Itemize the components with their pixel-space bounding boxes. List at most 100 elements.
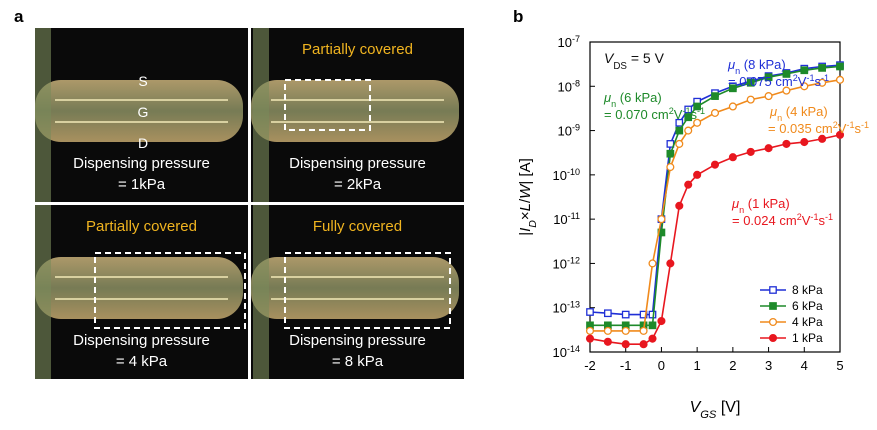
y-tick-label: 10-14 (553, 344, 580, 360)
marker (747, 96, 754, 103)
marker (649, 335, 656, 342)
image-caption: = 4 kPa (116, 353, 168, 370)
marker (783, 141, 790, 148)
text-segment: DS (613, 61, 627, 72)
marker (685, 127, 692, 134)
legend-label: 6 kPa (792, 299, 823, 313)
text-segment: [V] (716, 399, 740, 416)
x-tick-label: 3 (765, 358, 772, 373)
text-segment: V (838, 121, 847, 136)
image-caption: = 2kPa (334, 176, 382, 193)
rich-text: = 0.024 cm2V-1s-1 (732, 212, 833, 228)
marker (640, 341, 647, 348)
figure: aSGDDispensing pressure= 1kPaPartially c… (0, 0, 877, 425)
marker (747, 148, 754, 155)
text-segment: = 0.035 cm (768, 121, 833, 136)
tick-exponent: -10 (567, 167, 580, 177)
x-tick-label: 4 (801, 358, 808, 373)
y-tick-label: 10-12 (553, 255, 580, 271)
panel-label: a (14, 7, 24, 26)
text-segment: -1 (697, 106, 705, 116)
tick-base: 10 (558, 35, 572, 50)
text-segment: L (517, 203, 534, 211)
tick-base: 10 (553, 212, 567, 227)
marker (676, 202, 683, 209)
tick-exponent: -14 (567, 344, 580, 354)
text-segment: μ (603, 90, 611, 105)
text-segment: | [A] (517, 158, 534, 184)
x-tick-label: 5 (836, 358, 843, 373)
tick-base: 10 (558, 79, 572, 94)
text-segment: GS (700, 409, 717, 421)
tick-base: 10 (553, 301, 567, 316)
image-caption: Dispensing pressure (73, 155, 210, 172)
marker (622, 327, 629, 334)
marker (801, 139, 808, 146)
text-segment: (1 kPa) (744, 196, 790, 211)
y-tick-label: 10-9 (558, 123, 580, 139)
text-segment: = 5 V (627, 50, 665, 66)
marker (667, 164, 674, 171)
marker (649, 260, 656, 267)
image-heading: Fully covered (313, 218, 402, 235)
image-heading: Partially covered (302, 41, 413, 58)
micrograph: Partially covered Dispensing pressure = 2k… (251, 28, 464, 202)
y-tick-label: 10-13 (553, 300, 580, 316)
electrode-strip (251, 80, 459, 142)
y-tick-label: 10-10 (553, 167, 580, 183)
legend-marker (770, 335, 777, 342)
text-segment: μ (769, 104, 777, 119)
text-segment: -1 (821, 73, 829, 83)
electrode-label: G (138, 104, 149, 120)
marker (667, 260, 674, 267)
tick-exponent: -13 (567, 300, 580, 310)
tick-exponent: -12 (567, 255, 580, 265)
marker (765, 93, 772, 100)
image-caption: Dispensing pressure (73, 332, 210, 349)
marker (649, 311, 655, 317)
text-segment: = 0.070 cm (604, 107, 669, 122)
text-segment: -1 (806, 73, 814, 83)
marker (729, 154, 736, 161)
electrode-stem (253, 28, 269, 202)
tick-base: 10 (553, 256, 567, 271)
electrode-label: S (138, 73, 147, 89)
micrograph: Partially covered Dispensing pressure = 4 … (35, 205, 248, 379)
marker (676, 141, 683, 148)
tick-base: 10 (553, 345, 567, 360)
text-segment: -1 (825, 212, 833, 222)
marker (658, 216, 665, 223)
marker (765, 145, 772, 152)
marker (587, 335, 594, 342)
text-segment: (8 kPa) (740, 57, 786, 72)
legend-marker (770, 287, 776, 293)
text-segment: -1 (682, 106, 690, 116)
text-segment: μ (727, 57, 735, 72)
text-segment: = 0.024 cm (732, 213, 797, 228)
tick-exponent: -11 (568, 211, 580, 221)
image-heading: Partially covered (86, 218, 197, 235)
electrode-label: D (138, 135, 148, 151)
marker (623, 311, 629, 317)
marker (712, 93, 718, 99)
text-segment: (4 kPa) (782, 104, 828, 119)
text-segment: = 0.075 cm (728, 74, 793, 89)
text-segment: (6 kPa) (616, 90, 662, 105)
rich-text: = 0.075 cm2V-1s-1 (728, 73, 829, 89)
y-tick-label: 10-7 (558, 34, 580, 50)
image-caption: Dispensing pressure (289, 332, 426, 349)
image-caption: Dispensing pressure (289, 155, 426, 172)
legend-marker (770, 303, 776, 309)
tick-base: 10 (558, 124, 572, 139)
marker (729, 103, 736, 110)
x-tick-label: 1 (694, 358, 701, 373)
text-segment: V (802, 213, 811, 228)
marker (837, 63, 843, 69)
legend-label: 1 kPa (792, 331, 823, 345)
marker (640, 327, 647, 334)
x-tick-label: 0 (658, 358, 665, 373)
marker (837, 76, 844, 83)
